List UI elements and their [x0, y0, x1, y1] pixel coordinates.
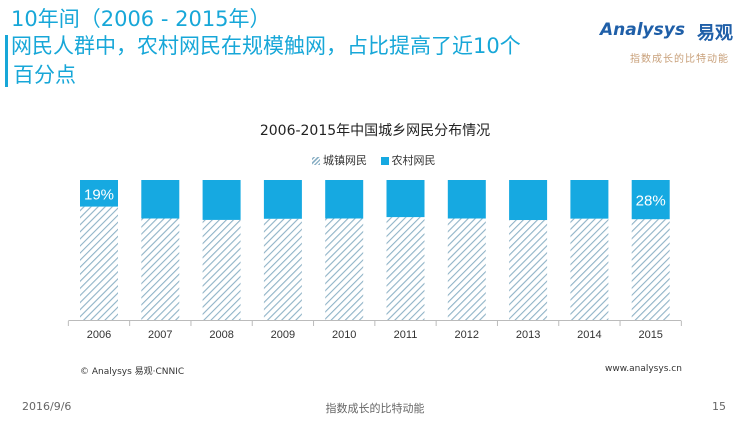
footer-slogan: 指数成长的比特动能	[325, 402, 425, 415]
slide-title-line1: 10年间（2006 - 2015年）	[11, 7, 271, 31]
chart-title: 2006-2015年中国城乡网民分布情况	[259, 123, 491, 139]
bar-urban-2008	[202, 219, 241, 320]
bar-rural-2013	[509, 180, 548, 221]
bar-urban-2007	[141, 218, 180, 320]
legend-swatch-rural	[380, 157, 389, 165]
bar-urban-2013	[509, 220, 548, 320]
bar-urban-2009	[263, 218, 302, 320]
bar-urban-2006	[80, 206, 118, 320]
legend-item-urban: 城镇网民	[312, 152, 367, 168]
chart-legend: 城镇网民 农村网民	[312, 152, 446, 168]
legend-item-rural: 农村网民	[380, 152, 436, 168]
bar-rural-2009	[263, 180, 302, 219]
x-tick-label-2010: 2010	[332, 329, 356, 341]
x-tick-label-2008: 2008	[209, 329, 233, 341]
x-tick-label-2014: 2014	[577, 329, 601, 341]
bar-rural-2015	[631, 180, 670, 220]
bar-rural-2006	[80, 180, 118, 207]
data-label-2006: 19%	[84, 186, 114, 203]
bar-urban-2014	[570, 218, 609, 320]
bar-urban-2015	[631, 219, 670, 320]
bar-urban-2012	[447, 218, 486, 320]
source-note-left: © Analysys 易观·CNNIC	[80, 367, 185, 377]
bar-rural-2014	[570, 180, 609, 219]
bar-rural-2011	[386, 180, 425, 218]
x-tick-label-2006: 2006	[87, 329, 111, 341]
legend-swatch-urban	[312, 157, 320, 165]
x-tick-label-2015: 2015	[638, 329, 662, 341]
bar-urban-2011	[386, 217, 425, 320]
analysys-logo: Analysys 易观 指数成长的比特动能	[600, 20, 740, 70]
bar-rural-2007	[141, 180, 180, 219]
data-label-2015: 28%	[636, 193, 666, 210]
footer-date: 2016/9/6	[22, 400, 72, 413]
legend-label-rural: 农村网民	[391, 154, 436, 167]
slide-title-line3: 百分点	[13, 63, 76, 87]
bar-rural-2010	[325, 180, 364, 219]
bar-urban-2010	[325, 218, 364, 320]
slide-title-line2: 网民人群中，农村网民在规模触网，占比提高了近10个	[11, 34, 521, 58]
logo-slogan: 指数成长的比特动能	[630, 54, 729, 65]
x-tick-label-2012: 2012	[455, 329, 479, 341]
x-tick-label-2013: 2013	[516, 329, 540, 341]
bar-rural-2012	[447, 180, 486, 219]
source-website: www.analysys.cn	[605, 364, 682, 374]
x-tick-label-2009: 2009	[271, 329, 295, 341]
bar-rural-2008	[202, 180, 241, 220]
x-tick-label-2011: 2011	[394, 329, 418, 341]
title-accent-bar	[5, 35, 8, 87]
logo-brand-cn: 易观	[697, 23, 733, 44]
x-tick-label-2007: 2007	[148, 329, 172, 341]
page-number: 15	[712, 400, 726, 413]
legend-label-urban: 城镇网民	[323, 154, 367, 167]
logo-brand-text: Analysys	[600, 20, 685, 40]
